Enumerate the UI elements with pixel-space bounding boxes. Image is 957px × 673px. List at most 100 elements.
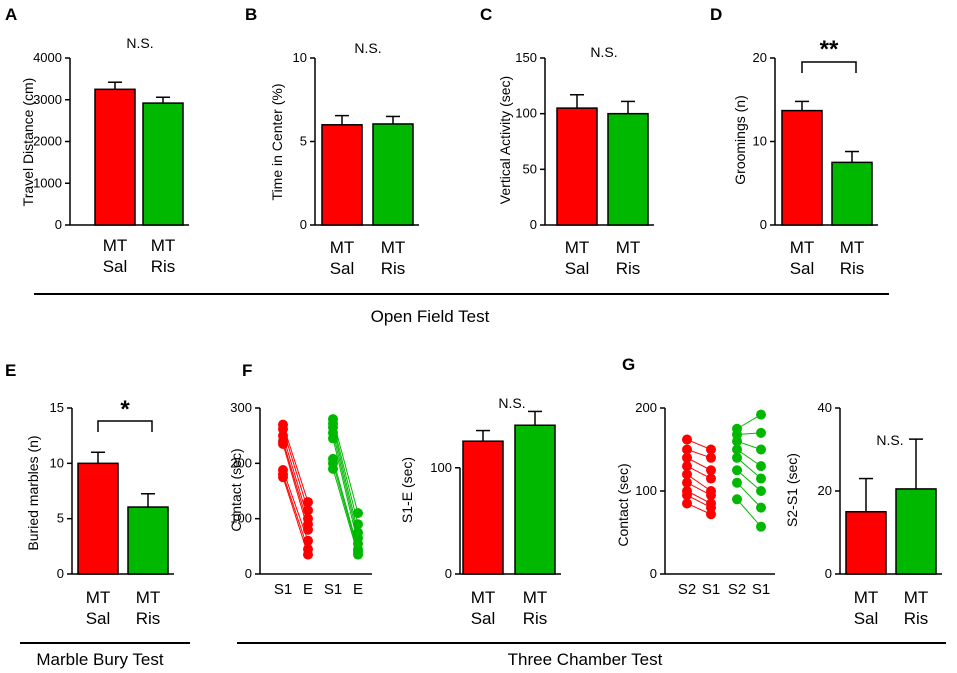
panel-d: D Groomings (n) 0 10 20 ** MT Sal MT Ris [710,5,878,278]
point-g [756,521,766,532]
point-g [732,436,742,447]
y-tick-label-e: 10 [50,455,64,470]
point-f [353,508,363,519]
bar-c-sal [556,107,598,226]
panel-b: B Time in Center (%) 0 5 10 N.S. MT Sal MT… [245,5,419,278]
x-tick-label-f: S1 [274,581,292,598]
pair-line-f [332,427,359,533]
significance-e: * [120,396,130,423]
bar-b-ris [372,123,414,226]
y-axis-label-f: Contact (sec) [228,448,244,531]
cat-c-1-line2: Sal [565,259,590,278]
point-g [682,461,692,472]
cat-g2-1-line1: MT [854,588,879,607]
y-tick-label-g: 0 [650,566,657,581]
y-tick-label-a: 4000 [33,50,62,65]
y-tick-label-a: 0 [55,217,62,232]
point-g [706,509,716,520]
point-f [303,535,313,546]
bar-f2-sal [462,440,504,575]
significance-b: N.S. [354,40,381,56]
marble-section-label: Marble Bury Test [36,650,164,669]
y-tick-label-f: 300 [230,400,252,415]
bar-d-sal [781,109,823,226]
bar-f2-ris [514,424,556,575]
y-axis-label-e: Buried marbles (n) [25,435,41,550]
point-f [353,549,363,560]
point-g [682,477,692,488]
cat-f2-2-line2: Ris [523,609,548,628]
y-tick-label-d: 0 [760,217,767,232]
point-f [353,519,363,530]
significance-c: N.S. [590,44,617,60]
cat-a-1-line2: Sal [103,257,128,276]
bar-e-sal [77,462,119,575]
x-tick-label-g: S2 [728,581,746,598]
point-g [682,469,692,480]
panel-letter-b: B [245,5,257,24]
y-tick-label-b: 10 [293,50,307,65]
pair-line-f [332,438,359,544]
cat-a-2-line2: Ris [151,257,176,276]
point-g [706,473,716,484]
y-tick-label-g2: 20 [818,483,832,498]
cat-b-1-line2: Sal [330,259,355,278]
y-tick-label-g: 200 [635,400,657,415]
y-axis-label-g: Contact (sec) [615,463,631,546]
pair-line-f [332,432,359,539]
point-g [682,490,692,501]
panel-f2: S1-E (sec) 0 100 N.S. MT Sal MT Ris [399,395,561,628]
y-axis-label-c: Vertical Activity (sec) [497,76,513,204]
panel-letter-a: A [5,5,17,24]
x-tick-label-f: S1 [324,581,342,598]
cat-f2-1-line2: Sal [471,609,496,628]
bar-a-sal [94,88,136,226]
y-tick-label-c: 100 [515,106,537,121]
point-g [706,444,716,455]
panel-letter-e: E [5,361,16,380]
x-tick-label-f: E [303,581,313,598]
pair-line-g [736,457,762,479]
y-axis-label-g2: S2-S1 (sec) [784,453,800,527]
cat-b-2-line2: Ris [381,259,406,278]
cat-d-1-line1: MT [790,238,815,257]
y-tick-label-b: 5 [300,134,307,149]
y-tick-label-f2: 0 [445,566,452,581]
y-tick-label-f2: 100 [430,460,452,475]
point-g [682,452,692,463]
significance-f2: N.S. [498,395,525,411]
point-f [303,505,313,516]
cat-e-2-line2: Ris [136,609,161,628]
cat-e-1-line1: MT [86,588,111,607]
point-g [756,409,766,420]
cat-e-1-line2: Sal [86,609,111,628]
y-tick-label-c: 0 [530,217,537,232]
point-f [278,438,288,449]
point-g [682,434,692,445]
y-tick-label-f: 200 [230,455,252,470]
point-g [732,452,742,463]
point-g [682,444,692,455]
panel-letter-f: F [242,361,252,380]
panel-letter-d: D [710,5,722,24]
point-f [278,472,288,483]
bar-a-ris [142,102,184,226]
point-g [756,473,766,484]
point-g [756,427,766,438]
pair-line-g [736,498,762,528]
cat-d-2-line1: MT [840,238,865,257]
cat-f2-2-line1: MT [523,588,548,607]
significance-bracket-e [97,420,153,432]
y-tick-label-a: 2000 [33,134,62,149]
cat-d-1-line2: Sal [790,259,815,278]
point-g [732,444,742,455]
point-f [303,497,313,508]
cat-c-2-line1: MT [616,238,641,257]
significance-d: ** [820,36,839,63]
y-tick-label-e: 5 [57,511,64,526]
pair-line-f [282,474,309,550]
x-tick-label-g: S1 [752,581,770,598]
point-f [303,549,313,560]
y-tick-label-g2: 0 [825,566,832,581]
